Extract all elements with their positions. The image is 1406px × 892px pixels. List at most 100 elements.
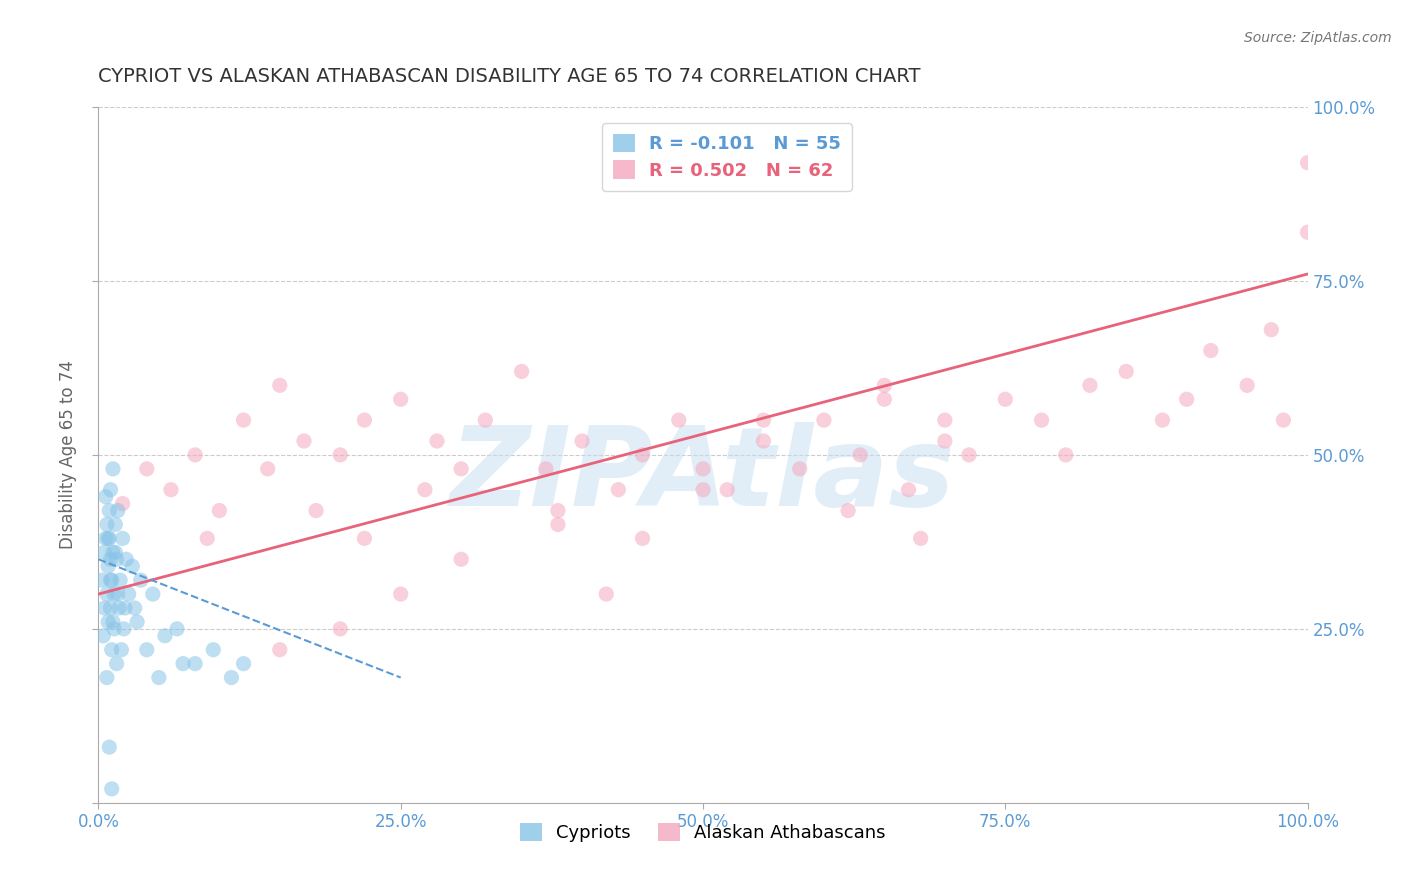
Point <box>292 434 315 448</box>
Point <box>160 483 183 497</box>
Point <box>510 364 533 378</box>
Point <box>100 573 122 587</box>
Point <box>837 503 859 517</box>
Point <box>100 573 122 587</box>
Point <box>1031 413 1053 427</box>
Point <box>202 642 225 657</box>
Point <box>547 517 569 532</box>
Point <box>692 483 714 497</box>
Text: Source: ZipAtlas.com: Source: ZipAtlas.com <box>1244 31 1392 45</box>
Point <box>789 462 811 476</box>
Point <box>108 601 131 615</box>
Point <box>450 552 472 566</box>
Point <box>121 559 143 574</box>
Point <box>112 622 135 636</box>
Point <box>1175 392 1198 407</box>
Point <box>353 532 375 546</box>
Point <box>910 532 932 546</box>
Point <box>426 434 449 448</box>
Point <box>692 462 714 476</box>
Text: ZIPAtlas: ZIPAtlas <box>450 422 956 529</box>
Point <box>752 413 775 427</box>
Point <box>221 671 243 685</box>
Point <box>127 615 149 629</box>
Point <box>148 671 170 685</box>
Point <box>716 483 738 497</box>
Point <box>129 573 152 587</box>
Point <box>96 671 118 685</box>
Point <box>91 573 114 587</box>
Point <box>450 462 472 476</box>
Point <box>105 552 128 566</box>
Point <box>172 657 194 671</box>
Point <box>111 532 134 546</box>
Point <box>389 587 412 601</box>
Point <box>994 392 1017 407</box>
Point <box>232 413 254 427</box>
Point <box>101 545 124 559</box>
Point <box>100 642 122 657</box>
Point <box>110 642 132 657</box>
Point <box>108 573 131 587</box>
Point <box>957 448 980 462</box>
Point <box>329 448 352 462</box>
Point <box>98 503 121 517</box>
Point <box>849 448 872 462</box>
Point <box>1260 323 1282 337</box>
Point <box>96 517 118 532</box>
Point <box>269 642 291 657</box>
Point <box>107 587 129 601</box>
Point <box>897 483 920 497</box>
Point <box>103 587 125 601</box>
Point <box>115 552 138 566</box>
Point <box>101 462 124 476</box>
Point <box>103 622 125 636</box>
Point <box>474 413 496 427</box>
Point <box>153 629 176 643</box>
Point <box>93 601 115 615</box>
Point <box>98 532 121 546</box>
Point <box>873 378 896 392</box>
Point <box>91 629 114 643</box>
Point <box>873 392 896 407</box>
Point <box>631 532 654 546</box>
Point <box>94 490 117 504</box>
Point <box>111 497 134 511</box>
Point <box>668 413 690 427</box>
Point <box>547 503 569 517</box>
Point <box>1272 413 1295 427</box>
Point <box>184 657 207 671</box>
Text: CYPRIOT VS ALASKAN ATHABASCAN DISABILITY AGE 65 TO 74 CORRELATION CHART: CYPRIOT VS ALASKAN ATHABASCAN DISABILITY… <box>98 67 921 86</box>
Point <box>1236 378 1258 392</box>
Point <box>100 552 122 566</box>
Point <box>184 448 207 462</box>
Point <box>208 503 231 517</box>
Point <box>100 483 122 497</box>
Point <box>101 615 124 629</box>
Point <box>97 615 120 629</box>
Point <box>934 413 956 427</box>
Y-axis label: Disability Age 65 to 74: Disability Age 65 to 74 <box>59 360 77 549</box>
Point <box>104 545 127 559</box>
Legend: Cypriots, Alaskan Athabascans: Cypriots, Alaskan Athabascans <box>513 815 893 849</box>
Point <box>135 462 157 476</box>
Point <box>96 587 118 601</box>
Point <box>329 622 352 636</box>
Point <box>166 622 188 636</box>
Point <box>534 462 557 476</box>
Point <box>571 434 593 448</box>
Point <box>595 587 617 601</box>
Point <box>1296 225 1319 239</box>
Point <box>934 434 956 448</box>
Point <box>389 392 412 407</box>
Point <box>114 601 136 615</box>
Point <box>195 532 218 546</box>
Point <box>232 657 254 671</box>
Point <box>100 781 122 796</box>
Point <box>135 642 157 657</box>
Point <box>107 503 129 517</box>
Point <box>1078 378 1101 392</box>
Point <box>93 545 115 559</box>
Point <box>1152 413 1174 427</box>
Point <box>413 483 436 497</box>
